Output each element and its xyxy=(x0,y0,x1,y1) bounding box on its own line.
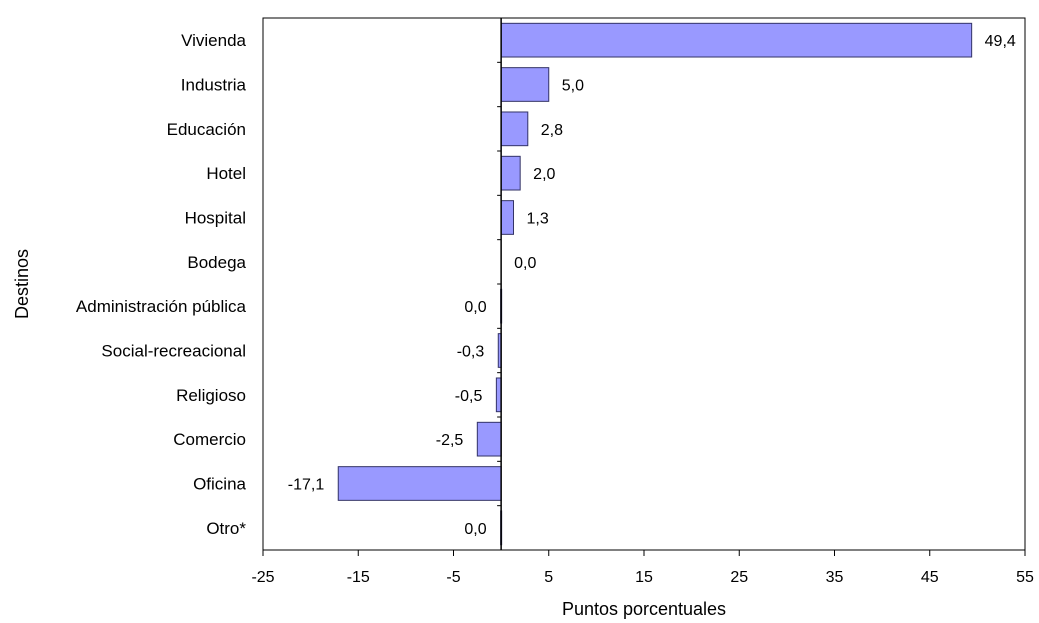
data-label-8: -0,5 xyxy=(455,388,483,405)
x-axis-title: Puntos porcentuales xyxy=(562,599,726,619)
bar-3 xyxy=(500,155,521,191)
x-tick-label-7: 45 xyxy=(921,569,939,586)
data-label-1: 5,0 xyxy=(562,78,584,95)
x-tick-label-0: -25 xyxy=(251,569,274,586)
category-label-0: Vivienda xyxy=(181,31,246,50)
x-tick-label-2: -5 xyxy=(446,569,460,586)
data-label-11: 0,0 xyxy=(464,521,486,538)
data-label-4: 1,3 xyxy=(527,211,549,228)
category-label-4: Hospital xyxy=(185,209,246,228)
y-axis-title: Destinos xyxy=(12,249,32,319)
category-label-3: Hotel xyxy=(206,164,246,183)
plot-area xyxy=(262,17,1026,551)
data-label-5: 0,0 xyxy=(514,255,536,272)
x-tick-label-1: -15 xyxy=(347,569,370,586)
data-label-2: 2,8 xyxy=(541,122,563,139)
category-label-7: Social-recreacional xyxy=(101,342,246,361)
category-label-1: Industria xyxy=(181,76,247,95)
x-tick-label-4: 15 xyxy=(635,569,653,586)
x-tick-label-6: 35 xyxy=(826,569,844,586)
x-axis-ticks-group: -25 -15 -5 5 15 25 35 45 55 xyxy=(251,17,1034,586)
x-tick-label-8: 55 xyxy=(1016,569,1034,586)
category-label-6: Administración pública xyxy=(76,297,247,316)
bar-2 xyxy=(500,111,529,147)
bar-0 xyxy=(500,22,973,58)
data-labels-group: 49,4 5,0 2,8 2,0 1,3 0,0 0,0 -0,3 -0,5 -2,5 -17,1 0… xyxy=(288,33,1016,538)
data-label-7: -0,3 xyxy=(457,344,485,361)
bar-10 xyxy=(337,466,502,501)
category-label-11: Otro* xyxy=(206,519,246,538)
category-label-10: Oficina xyxy=(193,475,246,494)
category-label-8: Religioso xyxy=(176,386,246,405)
bar-4 xyxy=(500,200,515,235)
bar-9 xyxy=(476,421,502,457)
category-label-5: Bodega xyxy=(187,253,246,272)
category-label-2: Educación xyxy=(167,120,246,139)
bar-1 xyxy=(500,67,550,102)
data-label-9: -2,5 xyxy=(436,432,464,449)
category-labels-group: Vivienda Industria Educación Hotel Hospital B… xyxy=(76,31,247,538)
x-tick-label-3: 5 xyxy=(544,569,553,586)
data-label-3: 2,0 xyxy=(533,166,555,183)
data-label-10: -17,1 xyxy=(288,477,325,494)
bars-group xyxy=(337,22,973,546)
data-label-0: 49,4 xyxy=(985,33,1016,50)
data-label-6: 0,0 xyxy=(464,299,486,316)
category-label-9: Comercio xyxy=(173,430,246,449)
x-tick-label-5: 25 xyxy=(730,569,748,586)
